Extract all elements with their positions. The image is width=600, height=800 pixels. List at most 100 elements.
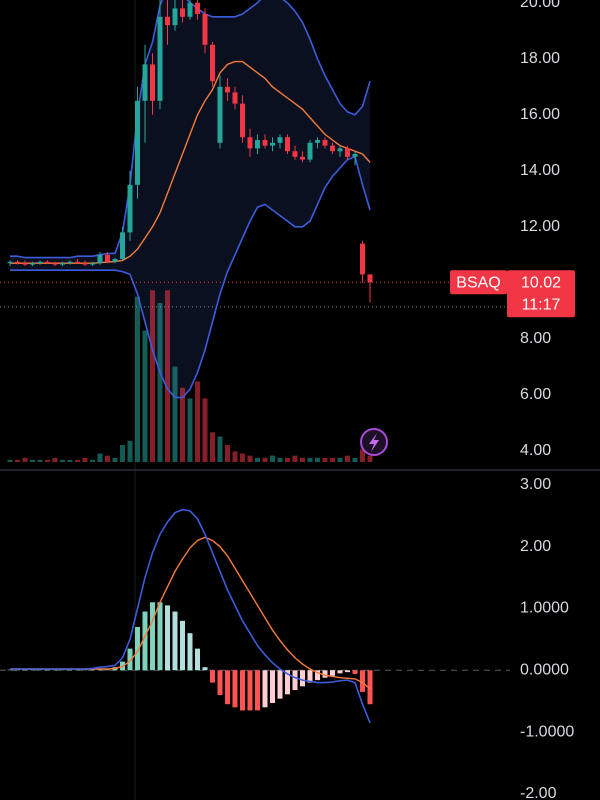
volume-bar xyxy=(225,445,230,462)
volume-bar xyxy=(52,457,58,462)
volume-bar xyxy=(97,453,103,462)
volume-bar xyxy=(180,387,185,462)
volume-bar xyxy=(22,457,28,462)
volume-bar xyxy=(75,459,80,462)
candle-body xyxy=(307,142,313,160)
histogram-bar xyxy=(142,611,148,671)
histogram-bar xyxy=(30,669,35,671)
histogram-bar xyxy=(52,669,58,671)
volume-bar xyxy=(217,436,223,462)
histogram-bar xyxy=(150,602,155,671)
y-tick-label: 14.00 xyxy=(520,162,560,179)
volume-bar xyxy=(247,455,253,462)
histogram-bar xyxy=(90,669,95,671)
histogram-bar xyxy=(67,669,73,671)
histogram-bar xyxy=(217,670,223,695)
candle-body xyxy=(45,261,50,264)
candle-body xyxy=(255,140,260,149)
histogram-bar xyxy=(300,670,305,687)
y-tick-label: -2.00 xyxy=(520,785,557,800)
volume-bar xyxy=(322,457,328,462)
histogram-bar xyxy=(270,670,275,703)
histogram-bar xyxy=(22,669,28,671)
histogram-bar xyxy=(285,670,290,695)
symbol-box xyxy=(450,270,507,295)
y-tick-label: 16.00 xyxy=(520,106,560,123)
histogram-bar xyxy=(330,670,335,676)
histogram-bar xyxy=(337,670,343,674)
histogram-bar xyxy=(135,626,140,671)
macd-line xyxy=(10,508,371,724)
candle-body xyxy=(37,261,43,264)
histogram-bar xyxy=(322,670,328,678)
lightning-icon xyxy=(360,428,388,456)
candle-body xyxy=(337,148,343,152)
volume-bar xyxy=(37,459,43,462)
candle-body xyxy=(105,254,110,262)
volume-bar xyxy=(337,457,343,462)
candle-body xyxy=(262,140,268,146)
histogram-bar xyxy=(360,670,365,692)
y-tick-label: 2.00 xyxy=(520,538,551,555)
volume-bar xyxy=(165,290,170,462)
histogram-bar xyxy=(352,670,358,674)
axis: 20.0018.0016.0014.0012.0010.008.006.004.… xyxy=(520,0,574,800)
volume-bar xyxy=(187,398,193,462)
volume-bar xyxy=(315,457,320,462)
volume-bar xyxy=(352,457,358,462)
candle-body xyxy=(22,263,28,265)
symbol-label: BSAQ xyxy=(456,274,500,291)
volume-bar xyxy=(150,290,155,462)
candle-body xyxy=(165,16,170,26)
candle-body xyxy=(277,137,283,143)
candle-body xyxy=(225,86,230,93)
price-pane xyxy=(0,0,510,462)
volume-bar xyxy=(240,453,245,462)
candle-body xyxy=(292,151,298,157)
volume-bar xyxy=(300,457,305,462)
histogram-bar xyxy=(225,670,230,705)
candle-body xyxy=(352,154,358,157)
candle-body xyxy=(187,2,193,17)
volume-bar xyxy=(112,457,118,462)
price-box xyxy=(507,270,575,318)
candle-body xyxy=(247,137,253,149)
countdown-label: 11:17 xyxy=(522,296,561,313)
histogram-bar xyxy=(262,670,268,708)
y-tick-label: -1.0000 xyxy=(520,723,574,740)
y-tick-label: 12.00 xyxy=(520,218,560,235)
candle-body xyxy=(60,263,65,265)
histogram-bar xyxy=(277,670,283,699)
histogram-bar xyxy=(247,670,253,711)
last-price-label: 10.02 xyxy=(521,274,561,291)
histogram-bar xyxy=(97,669,103,671)
candle-body xyxy=(112,259,118,262)
histogram-bar xyxy=(292,670,298,691)
candle-body xyxy=(82,263,88,265)
volume-bar xyxy=(90,459,95,462)
volume-bar xyxy=(7,459,13,462)
histogram-bar xyxy=(315,670,320,681)
candle-body xyxy=(202,14,208,45)
volume-bar xyxy=(360,449,365,462)
icon-bolt xyxy=(369,433,379,452)
histogram-bar xyxy=(255,670,260,711)
y-tick-label: 20.00 xyxy=(520,0,560,11)
volume-bar xyxy=(277,457,283,462)
candle-body xyxy=(367,274,373,283)
band-fill xyxy=(10,0,370,398)
histogram-bar xyxy=(75,669,80,671)
candle-body xyxy=(135,100,140,185)
histogram-bar xyxy=(367,670,373,705)
volume-bar xyxy=(270,455,275,462)
histogram-bar xyxy=(157,602,163,671)
histogram-bar xyxy=(82,669,88,671)
volume-bar xyxy=(82,457,88,462)
histogram-bar xyxy=(7,669,13,671)
histogram-bar xyxy=(127,648,133,671)
histogram-bar xyxy=(165,605,170,671)
candle-body xyxy=(360,243,365,275)
volume-bar xyxy=(120,445,125,462)
